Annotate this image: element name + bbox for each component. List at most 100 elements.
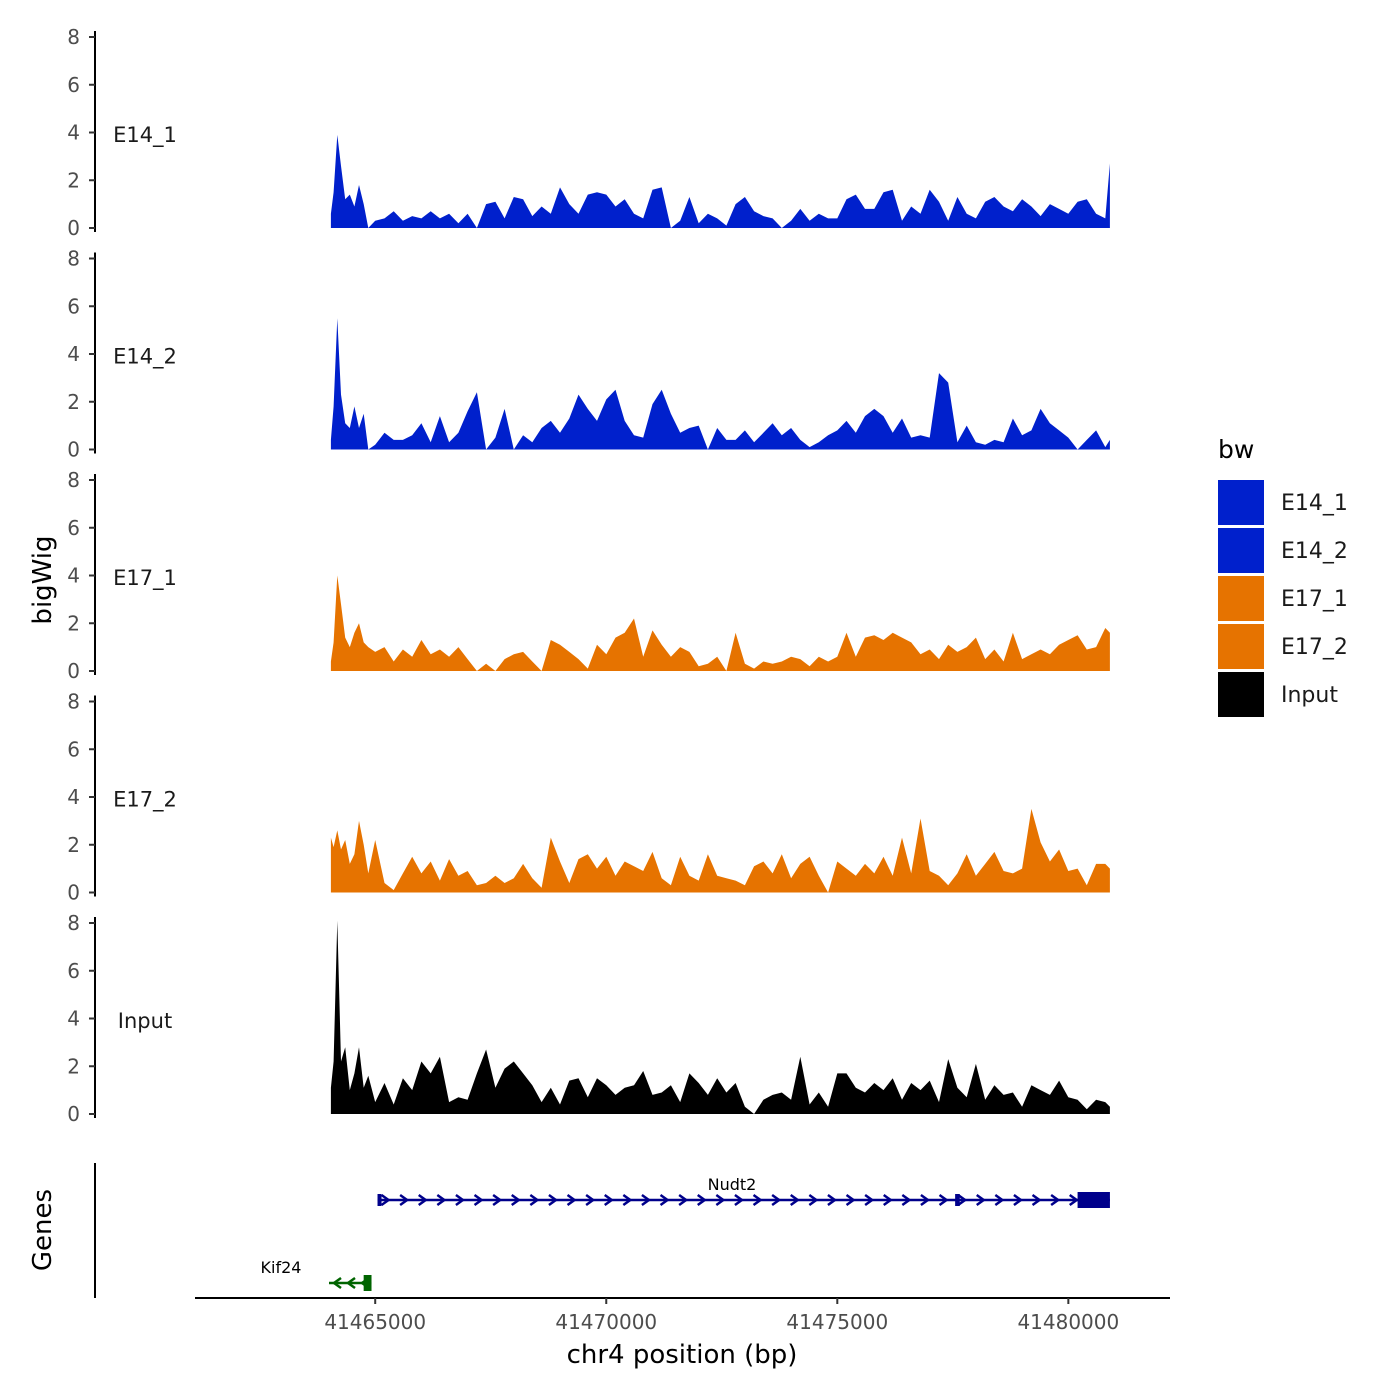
y-tick-label: 8 [67, 247, 80, 271]
legend-swatch [1218, 480, 1264, 525]
strand-arrow [380, 1193, 391, 1207]
strand-arrow [436, 1193, 447, 1207]
strand-arrow [696, 1193, 707, 1207]
strand-arrow [827, 1193, 838, 1207]
legend-title: bw [1218, 435, 1254, 464]
legend-label: E14_1 [1281, 491, 1348, 516]
strand-arrow [789, 1193, 800, 1207]
legend-item-input: Input [1218, 672, 1338, 717]
coverage-area [330, 575, 1110, 671]
strand-arrow [417, 1193, 428, 1207]
strand-arrow [345, 1276, 356, 1290]
y-tick-label: 2 [67, 611, 80, 635]
strand-arrow [641, 1193, 652, 1207]
track-e17-1: 0 2 4 6 8 E17_1 [67, 468, 1110, 683]
gene-label: Kif24 [261, 1258, 302, 1277]
x-axis: chr4 position (bp) 41465000 41470000 41475… [195, 1297, 1170, 1370]
strand-arrow [455, 1193, 466, 1207]
x-tick-label: 41465000 [324, 1310, 426, 1334]
y-tick-label: 2 [67, 168, 80, 192]
legend-label: E17_2 [1281, 635, 1348, 660]
legend-label: E17_1 [1281, 587, 1348, 612]
strand-arrow [566, 1193, 577, 1207]
y-tick-label: 6 [67, 516, 80, 540]
x-tick-label: 41480000 [1017, 1310, 1119, 1334]
y-tick-label: 8 [67, 690, 80, 714]
y-tick-label: 2 [67, 1054, 80, 1078]
y-tick-label: 2 [67, 833, 80, 857]
strand-arrow [901, 1193, 912, 1207]
strand-arrow [938, 1193, 949, 1207]
x-axis-title: chr4 position (bp) [567, 1340, 798, 1370]
y-tick-label: 8 [67, 25, 80, 49]
y-axis-title: bigWig [28, 535, 58, 624]
track-label: Input [118, 1009, 172, 1033]
legend-item-e17-2: E17_2 [1218, 624, 1348, 669]
gene-exon [363, 1275, 372, 1291]
strand-arrow [548, 1193, 559, 1207]
strand-arrow [399, 1193, 410, 1207]
strand-arrow [957, 1193, 968, 1207]
strand-arrow [845, 1193, 856, 1207]
legend-item-e17-1: E17_1 [1218, 576, 1348, 621]
y-tick-label: 4 [67, 1007, 80, 1031]
y-tick-label: 2 [67, 390, 80, 414]
strand-arrow [994, 1193, 1005, 1207]
strand-arrow [331, 1276, 342, 1290]
coverage-area [330, 808, 1110, 893]
strand-arrow [864, 1193, 875, 1207]
legend-label: Input [1281, 683, 1338, 708]
gene-annotation-panel: Genes Nudt2 Kif24 [28, 1163, 1110, 1298]
gene-exon [1077, 1192, 1110, 1208]
legend-item-e14-2: E14_2 [1218, 528, 1348, 573]
y-tick-label: 4 [67, 342, 80, 366]
y-tick-label: 4 [67, 121, 80, 145]
strand-arrow [1068, 1193, 1079, 1207]
legend-item-e14-1: E14_1 [1218, 480, 1348, 525]
track-e14-2: 0 2 4 6 8 E14_2 [67, 247, 1110, 462]
y-tick-label: 6 [67, 737, 80, 761]
y-tick-label: 0 [67, 1102, 80, 1126]
coverage-area [330, 920, 1110, 1114]
strand-arrow [734, 1193, 745, 1207]
coverage-area [330, 134, 1110, 228]
track-label: E14_2 [113, 345, 177, 370]
legend-swatch [1218, 576, 1264, 621]
x-tick-label: 41475000 [786, 1310, 888, 1334]
genes-axis-title: Genes [28, 1189, 58, 1271]
gene-kif24: Kif24 [261, 1258, 372, 1291]
strand-arrow [771, 1193, 782, 1207]
legend-label: E14_2 [1281, 539, 1348, 564]
strand-arrow [510, 1193, 521, 1207]
strand-arrow [1013, 1193, 1024, 1207]
track-e17-2: 0 2 4 6 8 E17_2 [67, 690, 1110, 905]
y-tick-label: 6 [67, 294, 80, 318]
y-tick-label: 4 [67, 785, 80, 809]
coverage-area [330, 318, 1110, 450]
track-e14-1: 0 2 4 6 8 E14_1 [67, 25, 1110, 240]
strand-arrow [603, 1193, 614, 1207]
strand-arrow [492, 1193, 503, 1207]
y-tick-label: 0 [67, 216, 80, 240]
y-tick-label: 8 [67, 911, 80, 935]
y-tick-label: 4 [67, 564, 80, 588]
strand-arrow [882, 1193, 893, 1207]
y-tick-label: 8 [67, 468, 80, 492]
coverage-tracks: 0 2 4 6 8 E14_1 0 2 4 6 8 E14_2 0 2 4 6 8 E17_1 0 2 4 6 8 E17_2… [67, 25, 1110, 1126]
gene-label: Nudt2 [708, 1175, 757, 1194]
y-tick-label: 6 [67, 73, 80, 97]
y-tick-label: 0 [67, 881, 80, 905]
strand-arrow [1031, 1193, 1042, 1207]
strand-arrow [752, 1193, 763, 1207]
strand-arrow [1050, 1193, 1061, 1207]
strand-arrow [622, 1193, 633, 1207]
strand-arrow [678, 1193, 689, 1207]
legend: bw E14_1 E14_2 E17_1 E17_2 Input [1218, 435, 1348, 717]
track-label: E17_2 [113, 788, 177, 813]
legend-swatch [1218, 528, 1264, 573]
strand-arrow [585, 1193, 596, 1207]
strand-arrow [659, 1193, 670, 1207]
strand-arrow [715, 1193, 726, 1207]
legend-swatch [1218, 624, 1264, 669]
strand-arrow [920, 1193, 931, 1207]
